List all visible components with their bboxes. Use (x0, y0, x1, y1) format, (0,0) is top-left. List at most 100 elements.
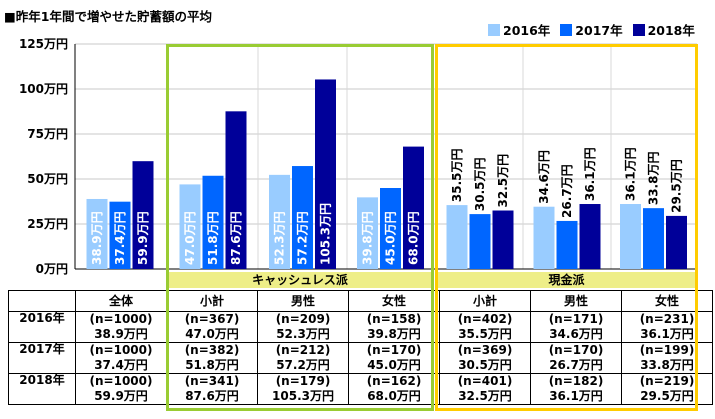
table-cell-value: 29.5万円 (640, 389, 694, 403)
table-cell-value: 59.9万円 (94, 389, 148, 403)
table-cell-n: (n=170) (548, 343, 604, 357)
bar-data-label: 34.6万円 (537, 150, 551, 204)
table-cell-value: 33.8万円 (640, 358, 694, 372)
bar-data-label: 29.5万円 (670, 159, 684, 213)
table-cell-value: 57.2万円 (276, 358, 330, 372)
table-cell-n: (n=209) (275, 312, 331, 326)
table-cell: (n=1000) 37.4万円 (75, 342, 167, 374)
bar-2016年-全体 (86, 198, 108, 269)
bar-data-label: 37.4万円 (113, 211, 127, 265)
table-row-year: 2017年 (8, 342, 76, 374)
table-cell-n: (n=402) (457, 312, 513, 326)
bar-2016年-小計 (446, 205, 468, 269)
table-row-2016: 2016年 (n=1000) 38.9万円 (n=367) 47.0万円 (n=20… (8, 311, 713, 343)
table-cell-value: 51.8万円 (185, 358, 239, 372)
legend: 2016年 2017年 2018年 (488, 20, 695, 39)
legend-swatch-2016 (488, 23, 500, 36)
bar-2018年-女性 (403, 146, 424, 269)
table-cell-value: 30.5万円 (458, 358, 512, 372)
table-cell-n: (n=1000) (89, 343, 153, 357)
legend-label-2016: 2016年 (503, 23, 551, 38)
table-cell: (n=382) 51.8万円 (166, 342, 258, 374)
table-cell: (n=182) 36.1万円 (530, 373, 622, 405)
table-header-cashless-subtotal: 小計 (166, 290, 258, 312)
table-cell: (n=162) 68.0万円 (348, 373, 440, 405)
table-cell: (n=212) 57.2万円 (257, 342, 349, 374)
table-row-2018: 2018年 (n=1000) 59.9万円 (n=341) 87.6万円 (n=17… (8, 373, 713, 405)
table-cell-n: (n=179) (275, 374, 331, 388)
group-header-cashless: キャッシュレス派 (168, 272, 432, 288)
table-header-all: 全体 (75, 290, 167, 312)
table-cell-n: (n=158) (366, 312, 422, 326)
table-cell-n: (n=199) (639, 343, 695, 357)
bar-data-label: 59.9万円 (136, 211, 150, 265)
legend-swatch-2018 (632, 23, 645, 36)
table-cell-n: (n=219) (639, 374, 695, 388)
table-cell: (n=179) 105.3万円 (257, 373, 349, 405)
bar-data-label: 32.5万円 (496, 154, 510, 208)
table-cell-n: (n=367) (184, 312, 240, 326)
bar-2018年-全体 (132, 161, 154, 269)
table-cell-n: (n=162) (366, 374, 422, 388)
bar-data-label: 87.6万円 (229, 211, 243, 265)
table-cell-value: 45.0万円 (367, 358, 421, 372)
legend-item-2018: 2018年 (632, 20, 695, 39)
bar-data-label: 36.1万円 (583, 147, 597, 201)
chart-title: ■昨年1年間で増やせた貯蓄額の平均 (4, 9, 213, 24)
y-tick-label: 50万円 (27, 172, 68, 186)
table-header-cashless-male: 男性 (257, 290, 349, 312)
table-cell: (n=369) 30.5万円 (439, 342, 531, 374)
bar-2017年-全体 (109, 201, 131, 269)
y-tick-label: 25万円 (27, 217, 68, 231)
table-cell: (n=170) 26.7万円 (530, 342, 622, 374)
table-cell-n: (n=171) (548, 312, 604, 326)
table-cell-value: 105.3万円 (272, 389, 334, 403)
y-tick-label: 100万円 (19, 82, 68, 96)
table-cell: (n=1000) 38.9万円 (75, 311, 167, 343)
bar-data-label: 68.0万円 (407, 211, 421, 265)
bar-data-label: 57.2万円 (296, 211, 310, 265)
bar-data-label: 47.0万円 (183, 211, 197, 265)
legend-item-2016: 2016年 (488, 20, 550, 39)
table-cell-n: (n=341) (184, 374, 240, 388)
bar-2017年-男性 (292, 166, 313, 269)
table-cell-value: 39.8万円 (367, 327, 421, 341)
table-cell-value: 36.1万円 (640, 327, 694, 341)
table-cell: (n=401) 32.5万円 (439, 373, 531, 405)
bar-2017年-小計 (202, 175, 224, 269)
table-row-2017: 2017年 (n=1000) 37.4万円 (n=382) 51.8万円 (n=21… (8, 342, 713, 374)
table-cell-n: (n=170) (366, 343, 422, 357)
table-cell: (n=402) 35.5万円 (439, 311, 531, 343)
table-cell-value: 68.0万円 (367, 389, 421, 403)
table-header-cash-subtotal: 小計 (439, 290, 531, 312)
table-cell: (n=219) 29.5万円 (621, 373, 713, 405)
bar-data-label: 30.5万円 (473, 157, 487, 211)
table-cell-n: (n=1000) (89, 374, 153, 388)
legend-label-2017: 2017年 (575, 23, 623, 38)
table-header-cashless-female: 女性 (348, 290, 440, 312)
bar-2016年-男性 (269, 174, 290, 269)
y-tick-label: 0万円 (36, 262, 68, 276)
table-cell-value: 38.9万円 (94, 327, 148, 341)
table-header-row: 全体 小計 男性 女性 小計 男性 女性 (8, 290, 713, 312)
bar-data-label: 36.1万円 (624, 147, 638, 201)
table-cell-value: 52.3万円 (276, 327, 330, 341)
bar-data-label: 35.5万円 (450, 148, 464, 202)
table-cell-value: 87.6万円 (185, 389, 239, 403)
table-row-year: 2018年 (8, 373, 76, 405)
bar-2016年-女性 (357, 197, 378, 269)
table-header-cash-female: 女性 (621, 290, 713, 312)
bar-2017年-小計 (469, 214, 491, 269)
table-cell-value: 32.5万円 (458, 389, 512, 403)
bar-data-label: 39.8万円 (361, 211, 375, 265)
bar-2018年-男性 (579, 204, 601, 269)
bar-data-label: 38.9万円 (90, 211, 104, 265)
table-cell-value: 34.6万円 (549, 327, 603, 341)
bar-2018年-小計 (225, 111, 247, 269)
bar-data-label: 33.8万円 (647, 152, 661, 206)
bar-data-label: 51.8万円 (206, 211, 220, 265)
table-cell: (n=367) 47.0万円 (166, 311, 258, 343)
bar-data-label: 26.7万円 (560, 164, 574, 218)
bar-chart: 0万円 25万円 50万円 75万円 100万円 125万円 38.9万円 37.4万円 59.… (19, 37, 697, 276)
table-cell: (n=199) 33.8万円 (621, 342, 713, 374)
